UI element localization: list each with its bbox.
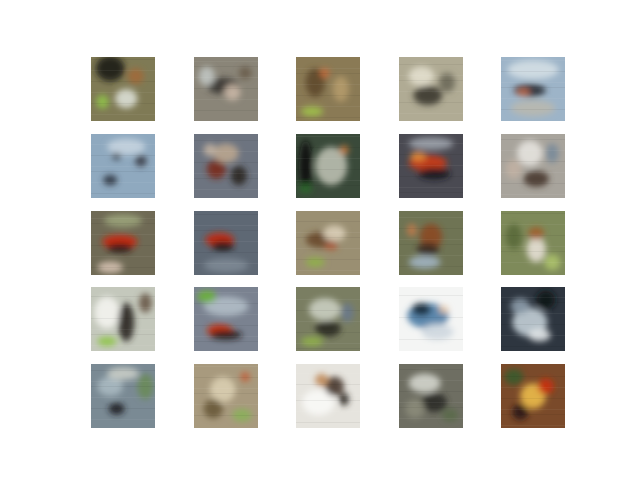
sample-image: [91, 57, 155, 121]
sample-image-tile: [501, 287, 565, 351]
sample-image-tile: [194, 211, 258, 275]
sample-image-tile: [296, 364, 360, 428]
sample-image: [91, 211, 155, 275]
sample-image: [296, 134, 360, 198]
sample-image-tile: [194, 134, 258, 198]
sample-image-tile: [399, 211, 463, 275]
sample-image: [501, 211, 565, 275]
sample-image: [501, 364, 565, 428]
sample-image: [399, 134, 463, 198]
sample-image-tile: [91, 287, 155, 351]
sample-image: [399, 57, 463, 121]
sample-image-tile: [194, 287, 258, 351]
sample-image-tile: [399, 364, 463, 428]
sample-image: [194, 211, 258, 275]
sample-image-tile: [399, 287, 463, 351]
sample-image: [296, 287, 360, 351]
sample-image: [91, 287, 155, 351]
sample-image: [194, 57, 258, 121]
sample-image: [296, 211, 360, 275]
sample-image: [194, 134, 258, 198]
sample-image-tile: [296, 134, 360, 198]
sample-image-tile: [91, 211, 155, 275]
sample-image-tile: [501, 57, 565, 121]
sample-image: [399, 364, 463, 428]
sample-image-tile: [296, 57, 360, 121]
sample-image: [501, 57, 565, 121]
sample-image: [91, 134, 155, 198]
sample-image: [194, 364, 258, 428]
sample-image-tile: [91, 57, 155, 121]
sample-image-tile: [399, 134, 463, 198]
sample-image-tile: [91, 134, 155, 198]
sample-image: [91, 364, 155, 428]
sample-image: [399, 211, 463, 275]
sample-image-tile: [501, 134, 565, 198]
sample-image-tile: [399, 57, 463, 121]
sample-image-tile: [194, 364, 258, 428]
sample-image-tile: [194, 57, 258, 121]
sample-image: [501, 287, 565, 351]
sample-image: [194, 287, 258, 351]
sample-image-tile: [91, 364, 155, 428]
sample-image: [296, 57, 360, 121]
sample-image: [501, 134, 565, 198]
sample-image-tile: [296, 211, 360, 275]
sample-image-tile: [501, 211, 565, 275]
sample-image-tile: [501, 364, 565, 428]
sample-image-tile: [296, 287, 360, 351]
sample-image: [399, 287, 463, 351]
sample-image: [296, 364, 360, 428]
